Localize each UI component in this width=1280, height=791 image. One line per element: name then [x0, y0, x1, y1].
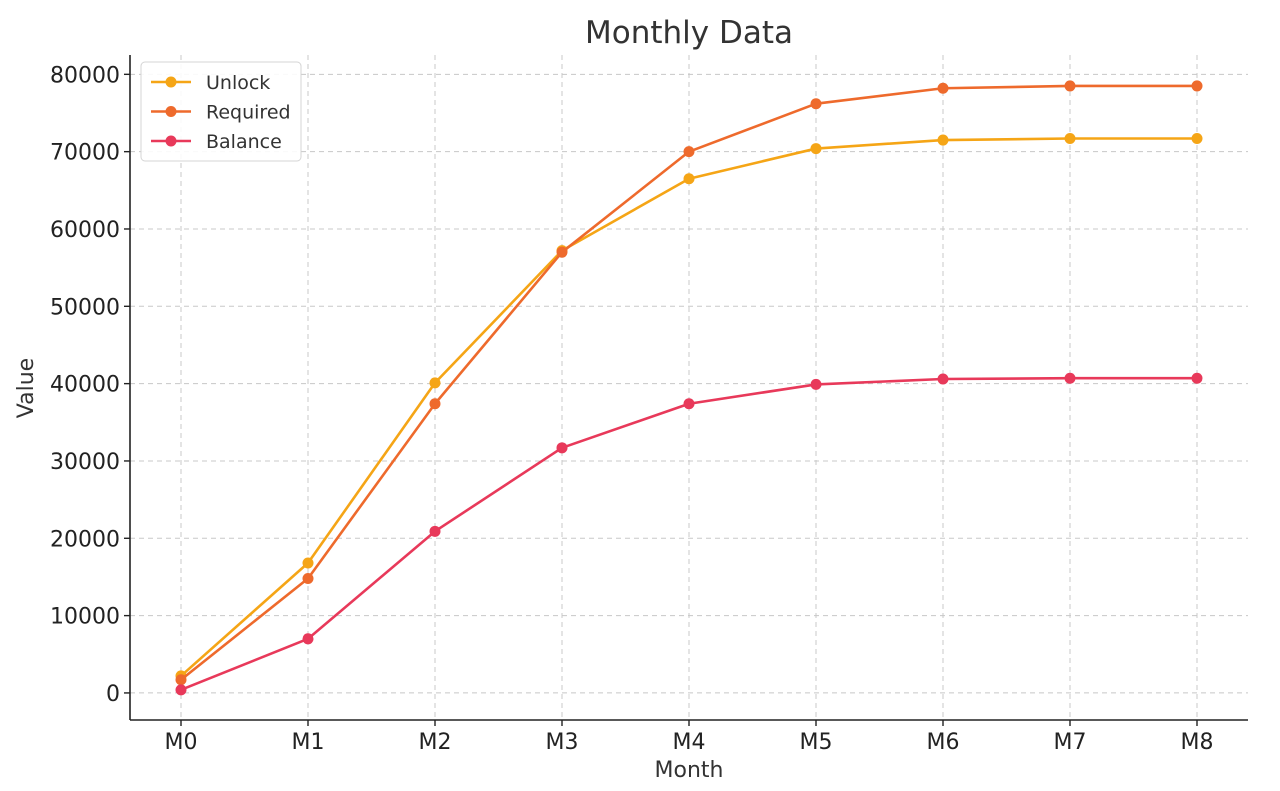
data-point-balance [1064, 372, 1076, 384]
legend-swatch-marker [165, 135, 177, 147]
data-point-required [937, 82, 949, 94]
series-layer [175, 80, 1203, 696]
data-point-unlock [302, 557, 314, 569]
y-tick-label: 50000 [50, 295, 120, 320]
data-point-balance [1191, 372, 1203, 384]
data-point-required [302, 572, 314, 584]
grid [130, 55, 1248, 720]
y-tick-label: 30000 [50, 450, 120, 475]
x-tick-label: M7 [1054, 730, 1087, 755]
legend-swatch-marker [165, 106, 177, 117]
data-point-required [556, 246, 568, 258]
legend-item-required: Required [151, 102, 291, 124]
data-point-balance [175, 684, 187, 696]
data-point-required [810, 98, 822, 110]
data-point-balance [429, 525, 441, 537]
data-point-balance [810, 378, 822, 390]
data-point-required [1191, 80, 1203, 92]
data-point-unlock [1064, 133, 1076, 145]
series-balance [175, 372, 1203, 696]
data-point-balance [683, 398, 695, 410]
x-axis-label: Month [655, 758, 724, 783]
y-tick-label: 80000 [50, 63, 120, 88]
x-tick-label: M8 [1181, 730, 1214, 755]
data-point-unlock [683, 173, 695, 185]
legend-item-unlock: Unlock [151, 72, 270, 94]
x-tick-label: M4 [673, 730, 706, 755]
legend-box [140, 61, 302, 162]
data-point-unlock [937, 134, 949, 146]
x-tick-label: M3 [546, 730, 579, 755]
data-point-required [683, 146, 695, 158]
chart-title: Monthly Data [585, 15, 793, 51]
data-point-required [429, 398, 441, 410]
legend-swatch-marker [165, 76, 177, 88]
y-tick-label: 10000 [50, 605, 120, 630]
legend-label: Required [206, 102, 291, 124]
legend-label: Balance [206, 131, 282, 153]
y-tick-label: 20000 [50, 527, 120, 552]
x-tick-label: M5 [800, 730, 833, 755]
axes: 0 10000 20000 30000 40000 50000 60000 70000 8000… [50, 55, 1248, 755]
y-tick-label: 60000 [50, 218, 120, 243]
legend-label: Unlock [206, 72, 270, 94]
legend: Unlock Required Balance [140, 61, 302, 162]
data-point-balance [937, 373, 949, 385]
x-tick-label: M0 [165, 730, 198, 755]
y-tick-label: 70000 [50, 141, 120, 166]
series-required [175, 80, 1203, 686]
x-tick-label: M6 [927, 730, 960, 755]
data-point-unlock [429, 377, 441, 389]
y-tick-label: 40000 [50, 373, 120, 398]
y-tick-label: 0 [106, 682, 120, 707]
x-tick-label: M2 [419, 730, 452, 755]
data-point-unlock [810, 143, 822, 155]
legend-item-balance: Balance [151, 131, 282, 153]
data-point-required [175, 674, 187, 686]
x-tick-label: M1 [292, 730, 325, 755]
data-point-balance [302, 633, 314, 645]
y-axis-label: Value [14, 358, 39, 418]
data-point-required [1064, 80, 1076, 92]
data-point-unlock [1191, 133, 1203, 145]
data-point-balance [556, 442, 568, 454]
